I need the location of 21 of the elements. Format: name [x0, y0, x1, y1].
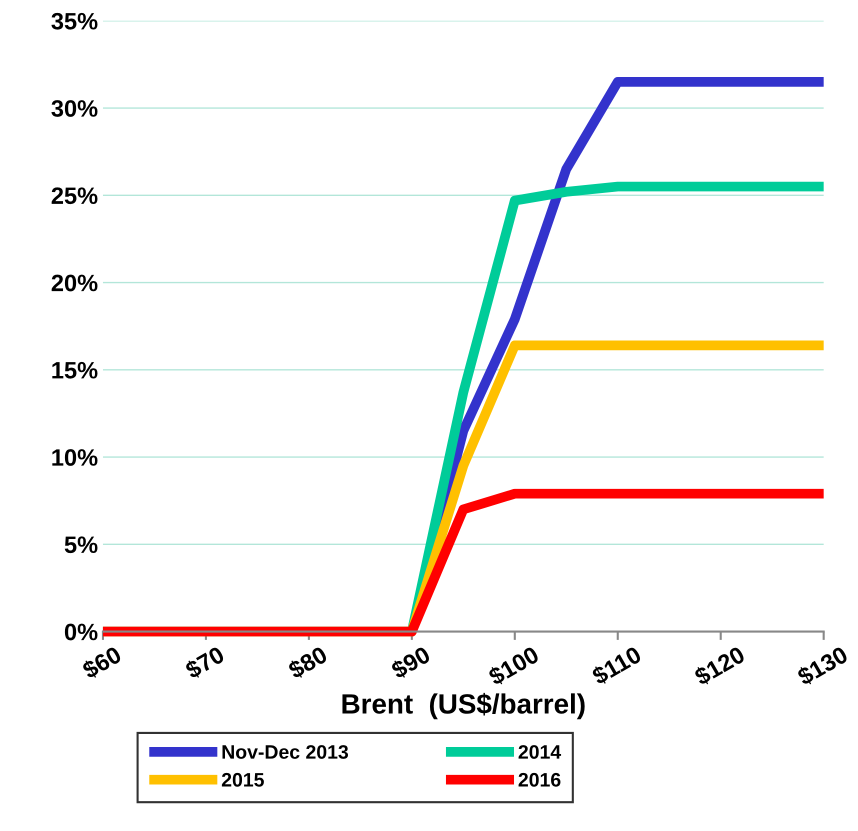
- legend-label: 2015: [222, 772, 264, 787]
- legend-label: 2016: [518, 772, 560, 787]
- y-tick-label: 10%: [52, 449, 98, 466]
- x-tick-label: $80: [286, 644, 330, 681]
- y-tick-label: 0%: [64, 624, 98, 640]
- x-tick-label: $100: [486, 644, 541, 688]
- x-tick-label: $70: [183, 644, 226, 681]
- x-tick-label: $130: [795, 644, 850, 688]
- x-axis-title: Brent (US$/barrel): [342, 692, 585, 720]
- x-tick-label: $90: [389, 644, 432, 681]
- y-tick-label: 5%: [64, 536, 98, 554]
- y-tick-label: 30%: [51, 100, 98, 117]
- x-tick-label: $60: [80, 644, 124, 681]
- legend-label: Nov-Dec 2013: [222, 745, 348, 759]
- y-tick-label: 20%: [52, 274, 98, 292]
- x-tick-label: $110: [590, 644, 644, 687]
- legend-label: 2014: [518, 745, 562, 759]
- y-tick-label: 35%: [51, 12, 98, 30]
- y-tick-label: 15%: [52, 362, 98, 379]
- y-tick-label: 25%: [52, 187, 98, 204]
- x-tick-label: $120: [692, 644, 747, 688]
